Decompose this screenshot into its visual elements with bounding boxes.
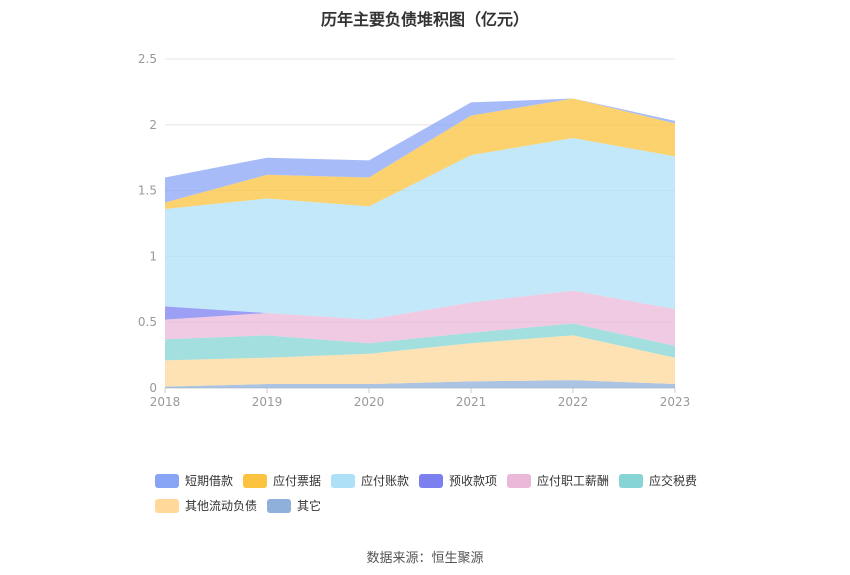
legend-swatch xyxy=(155,473,179,488)
legend-item[interactable]: 应付职工薪酬 xyxy=(507,472,609,489)
x-tick-label: 2021 xyxy=(456,395,487,409)
legend-item[interactable]: 预收款项 xyxy=(419,472,497,489)
legend-label: 应付职工薪酬 xyxy=(537,474,610,488)
legend-swatch xyxy=(243,473,267,488)
x-tick-label: 2023 xyxy=(660,395,691,409)
x-tick-label: 2022 xyxy=(558,395,589,409)
x-tick-label: 2018 xyxy=(150,395,181,409)
legend-item[interactable]: 应付账款 xyxy=(331,472,409,489)
legend-swatch xyxy=(331,473,355,488)
y-tick-label: 1 xyxy=(149,249,157,263)
chart-title: 历年主要负债堆积图（亿元） xyxy=(320,10,529,29)
legend-label: 其它 xyxy=(297,499,322,513)
source-note: 数据来源：恒生聚源 xyxy=(366,551,484,566)
legend-item[interactable]: 其他流动负债 xyxy=(155,497,257,514)
y-tick-label: 1.5 xyxy=(138,184,157,198)
area-其它 xyxy=(165,380,675,388)
legend-item[interactable]: 应交税费 xyxy=(619,472,697,489)
legend-label: 应付票据 xyxy=(273,474,322,488)
legend-label: 预收款项 xyxy=(449,474,498,488)
legend-label: 其他流动负债 xyxy=(185,499,258,513)
legend-swatch xyxy=(267,498,291,513)
axes: 0 0.5 1 1.5 2 2.5 2018 2019 2020 2021 2022 2023 xyxy=(138,52,690,409)
legend-swatch xyxy=(619,473,643,488)
legend-item[interactable]: 短期借款 xyxy=(155,472,233,489)
legend-swatch xyxy=(155,498,179,513)
area-其他流动负债 xyxy=(165,335,675,387)
area-应交税费 xyxy=(165,323,675,361)
area-应付票据 xyxy=(165,98,675,210)
y-tick-label: 0.5 xyxy=(138,315,157,329)
y-tick-label: 2.5 xyxy=(138,52,157,66)
area-series xyxy=(165,98,675,388)
x-tick-label: 2019 xyxy=(252,395,283,409)
legend-swatch xyxy=(507,473,531,488)
x-tick-label: 2020 xyxy=(354,395,385,409)
y-tick-label: 2 xyxy=(149,118,157,132)
legend-swatch xyxy=(419,473,443,488)
legend-item[interactable]: 其它 xyxy=(267,497,321,514)
legend-item[interactable]: 应付票据 xyxy=(243,472,321,489)
legend-label: 应付账款 xyxy=(361,474,410,488)
legend-label: 短期借款 xyxy=(185,474,234,488)
area-应付账款 xyxy=(165,137,675,320)
area-应付职工薪酬 xyxy=(165,290,675,346)
legend-label: 应交税费 xyxy=(649,474,698,488)
y-tick-label: 0 xyxy=(149,381,157,395)
